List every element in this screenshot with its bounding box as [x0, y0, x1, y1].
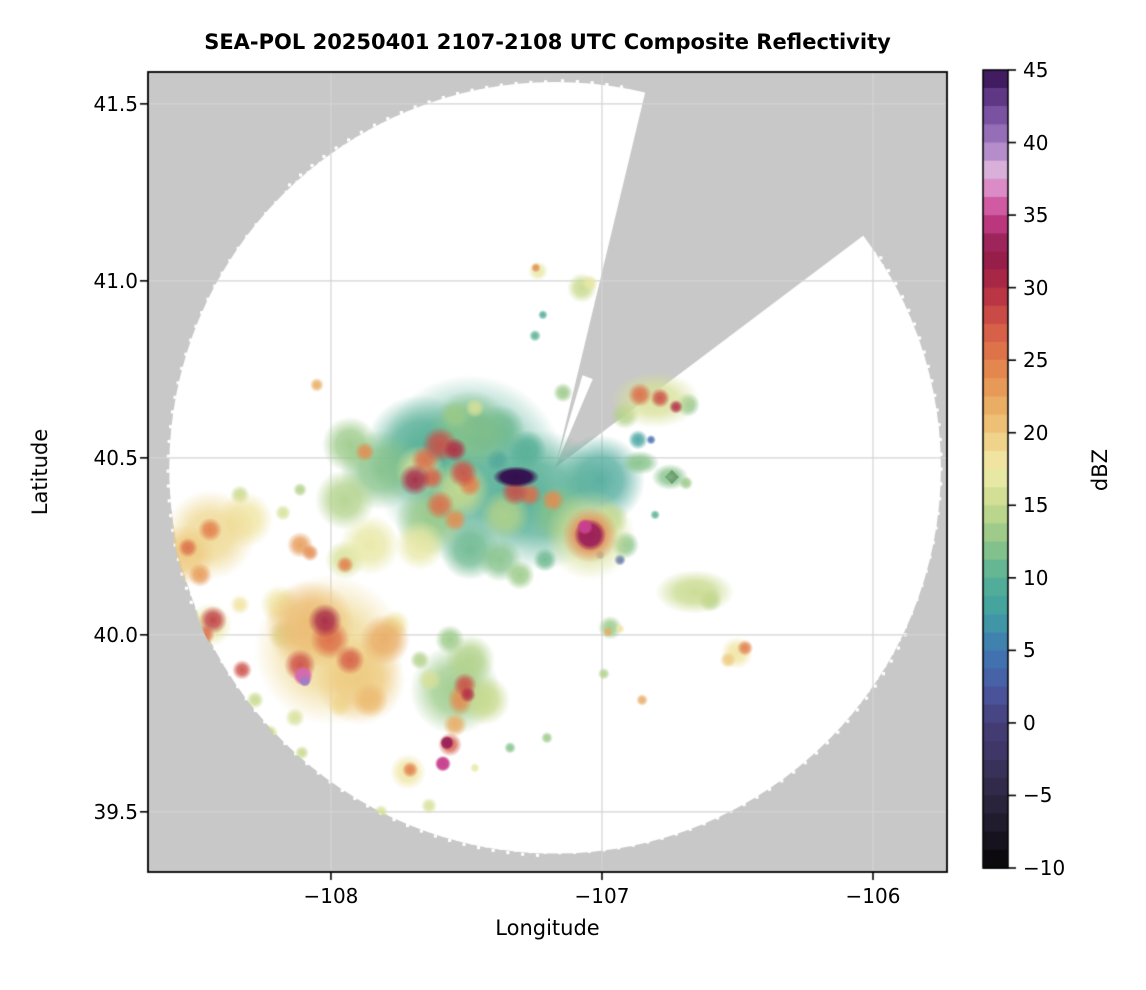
y-axis-label: Latitude — [28, 428, 52, 516]
y-tick-label-0: 39.5 — [93, 799, 138, 824]
colorbar-tick-label-3: 5 — [1023, 638, 1036, 663]
chart-title: SEA-POL 20250401 2107-2108 UTC Composite… — [204, 30, 891, 54]
colorbar-tick-label-9: 35 — [1023, 203, 1049, 228]
y-tick-label-2: 40.5 — [93, 445, 138, 470]
x-axis-label: Longitude — [495, 916, 600, 940]
x-tick-label-1: −107 — [574, 884, 630, 908]
y-tick-label-4: 41.5 — [93, 91, 138, 116]
colorbar-tick-label-6: 20 — [1023, 420, 1049, 445]
colorbar-tick-label-7: 25 — [1023, 348, 1049, 373]
colorbar-tick-label-8: 30 — [1023, 275, 1049, 300]
colorbar-tick-label-1: −5 — [1023, 783, 1053, 808]
colorbar-tick-label-2: 0 — [1023, 710, 1036, 735]
colorbar-tick-label-4: 10 — [1023, 565, 1049, 590]
colorbar-tick-label-0: −10 — [1023, 856, 1066, 880]
colorbar-tick-label-10: 40 — [1023, 130, 1049, 155]
colorbar-tick-label-5: 15 — [1023, 493, 1049, 518]
x-tick-label-0: −108 — [303, 884, 359, 908]
colorbar-label: dBZ — [1088, 448, 1112, 492]
x-tick-label-2: −106 — [845, 884, 901, 908]
y-tick-label-3: 41.0 — [93, 268, 138, 293]
y-tick-label-1: 40.0 — [93, 622, 138, 647]
colorbar-tick-label-11: 45 — [1023, 58, 1049, 82]
